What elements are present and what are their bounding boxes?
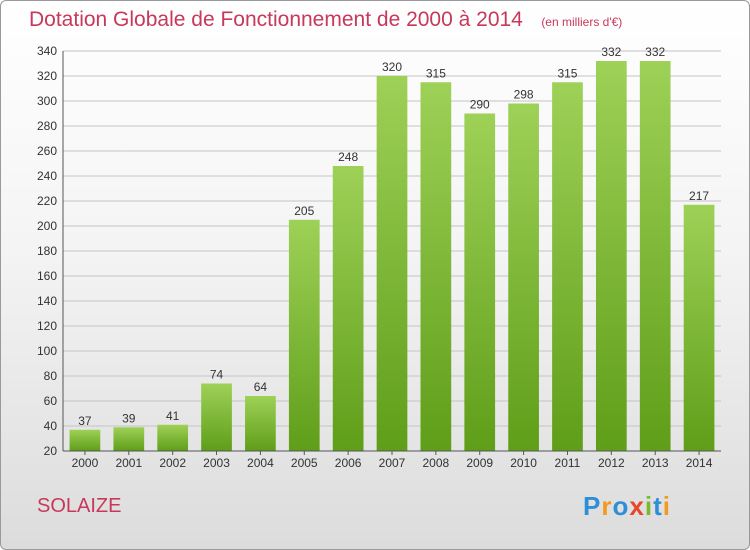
bar-value-label: 332 [601, 45, 621, 59]
chart-subtitle: (en milliers d'€) [541, 15, 623, 29]
y-tick-label: 100 [37, 344, 57, 358]
bar-2001 [113, 427, 145, 451]
bar-value-label: 315 [426, 66, 446, 80]
y-tick-label: 20 [44, 444, 58, 458]
chart-title: Dotation Globale de Fonctionnement de 20… [29, 8, 523, 31]
bar-2009 [464, 113, 496, 451]
x-tick-label: 2012 [598, 456, 625, 470]
x-tick-label: 2007 [379, 456, 406, 470]
y-tick-label: 140 [37, 294, 57, 308]
bar-2002 [157, 424, 189, 451]
proxiti-logo: Proxiti [583, 491, 671, 522]
bar-2004 [245, 396, 276, 451]
bar-2000 [69, 429, 101, 451]
y-tick-label: 340 [37, 44, 57, 58]
y-tick-label: 220 [37, 194, 57, 208]
bar-2014 [683, 204, 715, 451]
logo-letter: i [662, 491, 671, 521]
x-tick-label: 2002 [159, 456, 186, 470]
y-tick-label: 280 [37, 119, 57, 133]
city-name: SOLAIZE [37, 495, 122, 517]
y-tick-label: 180 [37, 244, 57, 258]
y-tick-label: 160 [37, 269, 57, 283]
y-tick-label: 240 [37, 169, 57, 183]
axes: 20 40 60 80 100 120 140 160 180 200 220 240 260 280 30… [37, 44, 721, 470]
y-tick-label: 300 [37, 94, 57, 108]
y-tick-label: 120 [37, 319, 57, 333]
bar-value-label: 217 [689, 189, 709, 203]
logo-letter: t [653, 491, 663, 521]
bar-2010 [508, 103, 539, 451]
bar-value-label: 320 [382, 60, 402, 74]
bar-2006 [332, 166, 364, 451]
title-block: Dotation Globale de Fonctionnement de 20… [29, 8, 622, 32]
bar-2005 [288, 219, 320, 451]
y-tick-label: 60 [44, 394, 58, 408]
bar-2008 [420, 82, 452, 451]
bar-value-label: 290 [470, 98, 490, 112]
bar-value-label: 74 [210, 368, 224, 382]
bar-value-label: 315 [557, 66, 577, 80]
logo-letter: P [583, 491, 602, 521]
y-tick-label: 80 [44, 369, 58, 383]
bar-value-label: 332 [645, 45, 665, 59]
x-tick-label: 2000 [72, 456, 99, 470]
bar-2003 [201, 383, 232, 451]
bar-2013 [639, 61, 671, 451]
bar-2012 [595, 61, 627, 451]
bar-value-label: 205 [294, 204, 314, 218]
x-tick-label: 2006 [335, 456, 362, 470]
x-tick-label: 2013 [642, 456, 669, 470]
y-tick-label: 320 [37, 69, 57, 83]
logo-letter: r [601, 491, 613, 521]
bar-value-label: 37 [78, 414, 92, 428]
x-tick-label: 2001 [115, 456, 142, 470]
logo-letter: x [629, 491, 645, 521]
bar-value-label: 248 [338, 150, 358, 164]
bar-2007 [376, 76, 408, 451]
y-tick-label: 200 [37, 219, 57, 233]
x-tick-label: 2014 [686, 456, 713, 470]
x-tick-label: 2010 [510, 456, 537, 470]
bars: 37 39 41 74 64 205 248 320 315 290 298 315 332 332 217 [69, 45, 715, 451]
bar-value-label: 64 [254, 380, 268, 394]
x-tick-label: 2004 [247, 456, 274, 470]
x-tick-label: 2011 [555, 456, 581, 470]
bar-2011 [552, 82, 583, 451]
x-tick-label: 2008 [423, 456, 450, 470]
bar-value-label: 41 [166, 409, 180, 423]
x-tick-label: 2003 [203, 456, 230, 470]
bar-value-label: 298 [514, 88, 534, 102]
logo-letter: i [644, 491, 654, 521]
y-tick-label: 40 [44, 419, 58, 433]
logo-letter: o [612, 491, 630, 521]
x-tick-label: 2005 [291, 456, 318, 470]
y-tick-label: 260 [37, 144, 57, 158]
x-tick-label: 2009 [466, 456, 493, 470]
bar-value-label: 39 [122, 411, 136, 425]
